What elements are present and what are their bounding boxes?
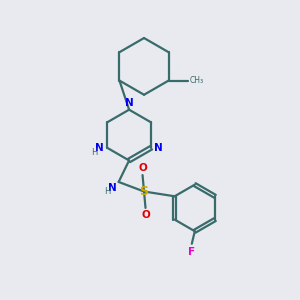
Text: H: H	[104, 187, 110, 196]
Text: F: F	[188, 247, 195, 257]
Text: S: S	[140, 185, 148, 198]
Text: H: H	[91, 148, 98, 157]
Text: O: O	[141, 210, 150, 220]
Text: CH₃: CH₃	[190, 76, 204, 85]
Text: N: N	[125, 98, 134, 108]
Text: N: N	[95, 143, 104, 153]
Text: N: N	[108, 183, 117, 194]
Text: N: N	[154, 143, 163, 153]
Text: O: O	[138, 163, 147, 173]
